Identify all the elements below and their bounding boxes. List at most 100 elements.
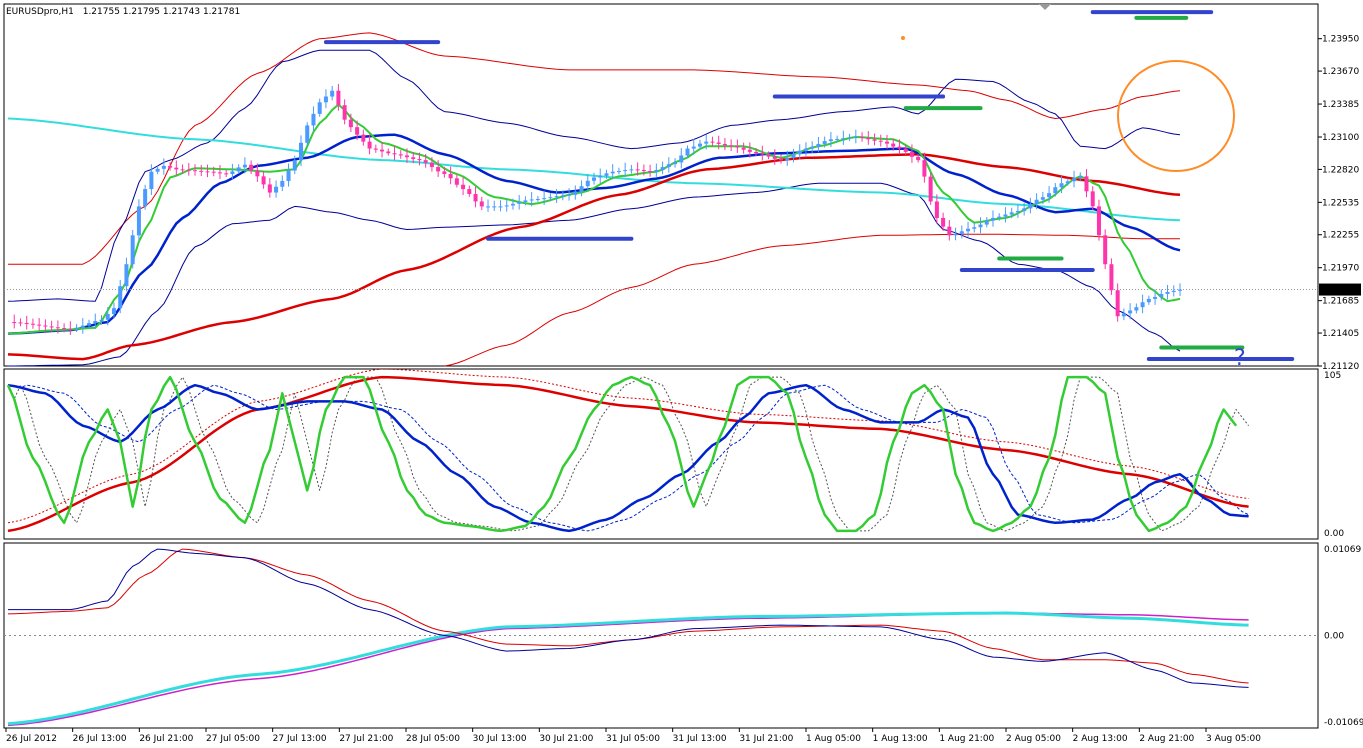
candle — [467, 185, 472, 197]
candle — [635, 162, 640, 176]
candle-body — [704, 141, 709, 144]
candle — [143, 184, 148, 210]
candle — [436, 160, 441, 177]
candle — [785, 150, 790, 166]
candle — [286, 163, 291, 187]
x-tick-label: 1 Aug 05:00 — [806, 734, 861, 744]
candle — [535, 196, 540, 202]
candle-body — [860, 137, 865, 139]
candle — [822, 136, 827, 148]
stoch-blue-line — [7, 383, 1249, 533]
candle-body — [217, 172, 222, 174]
candle-body — [623, 170, 628, 172]
candle — [1171, 285, 1176, 297]
candle — [1009, 207, 1014, 219]
candle — [691, 139, 696, 155]
candle — [261, 170, 266, 189]
candle — [479, 196, 484, 211]
osc-tick-label: 0.01069 — [1324, 545, 1361, 555]
question-annotation: ? — [1234, 346, 1246, 371]
envelope-upper-line — [8, 32, 1181, 265]
candle-body — [1028, 204, 1033, 209]
candle — [1078, 172, 1083, 182]
candle-body — [990, 217, 995, 221]
candle — [934, 194, 939, 224]
candle — [598, 168, 603, 184]
candle — [498, 200, 503, 212]
candle-body — [1078, 176, 1083, 179]
candle-body — [972, 227, 977, 229]
candle-body — [1128, 310, 1133, 314]
candle — [411, 151, 416, 164]
x-tick-label: 26 Jul 21:00 — [139, 734, 193, 744]
candle-body — [1065, 181, 1070, 184]
candle — [317, 98, 322, 117]
candle-body — [598, 175, 603, 178]
candle — [174, 160, 179, 176]
candle-body — [417, 159, 422, 161]
candle — [729, 139, 734, 152]
candle — [12, 314, 17, 329]
candle-body — [49, 326, 54, 328]
candle — [355, 120, 360, 141]
price-tick-label: 1.21970 — [1322, 264, 1359, 274]
candle — [916, 153, 921, 163]
candle-body — [24, 323, 29, 325]
candle-body — [93, 321, 98, 324]
candle-body — [660, 167, 665, 170]
candle — [1109, 258, 1114, 295]
candle-body — [891, 143, 896, 147]
candle-body — [691, 146, 696, 149]
candle — [292, 155, 297, 175]
candle — [211, 166, 216, 177]
candle-body — [853, 137, 858, 139]
candle-body — [193, 170, 198, 172]
candle — [124, 257, 129, 292]
candle-body — [249, 164, 254, 171]
candle-body — [1159, 293, 1164, 297]
candle-body — [997, 216, 1002, 218]
candle-body — [747, 149, 752, 152]
candle-body — [242, 164, 247, 168]
candle-body — [841, 138, 846, 140]
candle-body — [74, 327, 79, 329]
candle — [149, 164, 154, 196]
candle-body — [323, 96, 328, 103]
candle — [1103, 229, 1108, 270]
candle — [592, 172, 596, 185]
candle-body — [286, 170, 291, 181]
candle-body — [885, 141, 889, 144]
candle-body — [897, 146, 902, 149]
candle-body — [928, 176, 933, 202]
candle — [828, 131, 833, 147]
candle — [567, 188, 572, 201]
candle — [510, 198, 515, 210]
candle — [217, 165, 222, 180]
candle-body — [548, 197, 553, 199]
candle-body — [673, 162, 678, 165]
candle — [454, 174, 459, 188]
candle-body — [922, 160, 927, 177]
candle-body — [1153, 296, 1158, 299]
candle — [660, 161, 665, 175]
candle — [966, 221, 971, 237]
candle — [897, 139, 902, 155]
chart-title: EURUSDpro,H1 1.21755 1.21795 1.21743 1.2… — [6, 7, 240, 17]
candle-body — [12, 322, 17, 324]
price-tick-label: 1.22820 — [1322, 165, 1359, 175]
candle-body — [641, 170, 646, 172]
candle-body — [479, 201, 484, 207]
candle — [236, 164, 241, 174]
slow-ma-line — [7, 153, 1181, 361]
candle-body — [542, 198, 547, 200]
candle — [305, 122, 310, 146]
candle — [105, 306, 110, 326]
candle — [791, 148, 796, 163]
candle — [99, 315, 104, 325]
candle — [722, 137, 727, 151]
candle — [878, 134, 883, 147]
candle — [461, 177, 466, 196]
candle-body — [130, 235, 135, 265]
candle-body — [330, 90, 335, 97]
